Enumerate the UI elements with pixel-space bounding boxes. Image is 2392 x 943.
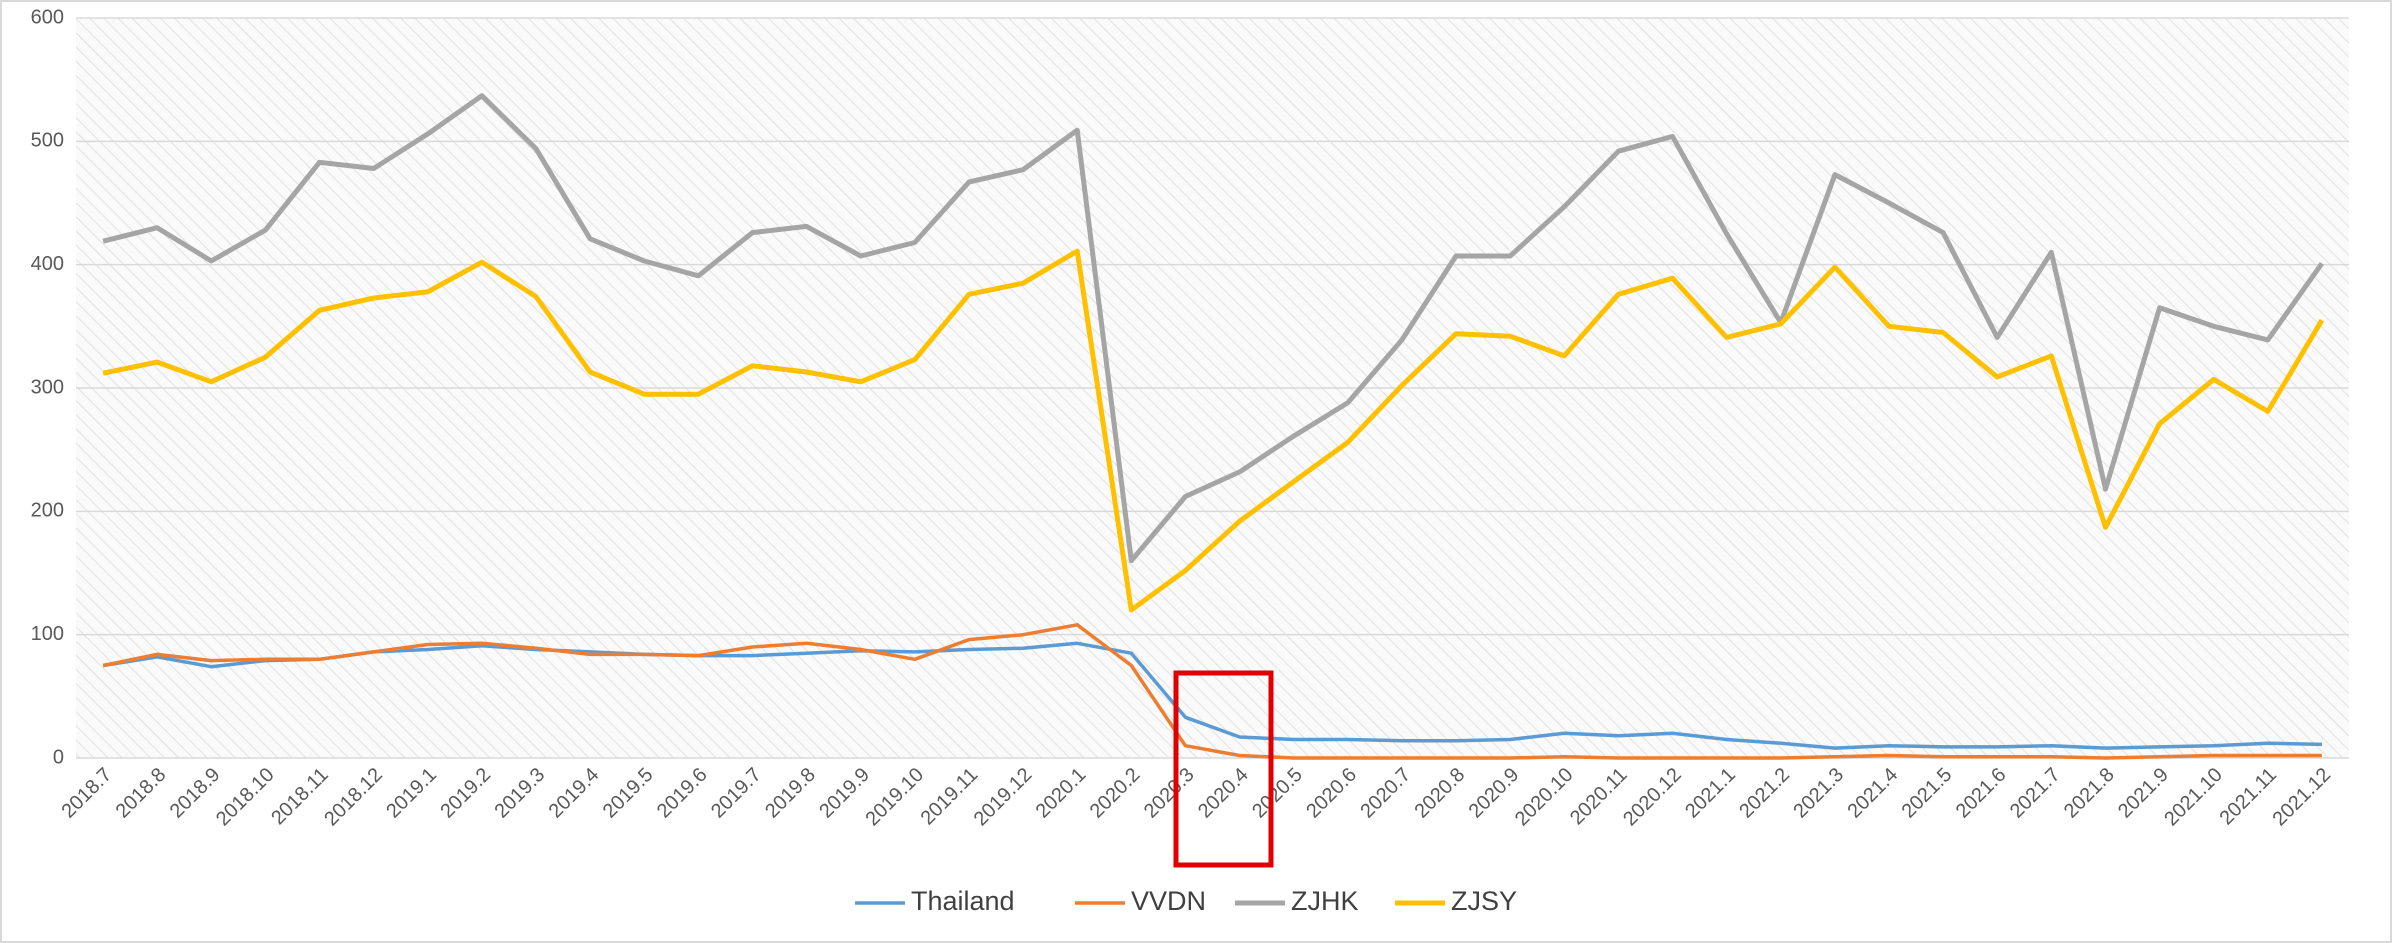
legend-label: VVDN	[1131, 886, 1206, 916]
legend-label: Thailand	[911, 886, 1015, 916]
series-line	[102, 623, 2322, 760]
y-tick-label: 200	[31, 500, 64, 522]
legend-label: ZJSY	[1451, 886, 1517, 916]
y-tick-label: 400	[31, 253, 64, 275]
y-tick-label: 300	[31, 376, 64, 398]
series-line	[102, 248, 2325, 613]
series-line	[102, 641, 2322, 750]
y-tick-label: 600	[31, 6, 64, 28]
series-line	[102, 93, 2324, 564]
legend-label: ZJHK	[1291, 886, 1359, 916]
y-tick-label: 0	[53, 746, 64, 768]
y-tick-label: 500	[31, 130, 64, 152]
highlight-box	[1173, 670, 1274, 868]
y-tick-label: 100	[31, 623, 64, 645]
